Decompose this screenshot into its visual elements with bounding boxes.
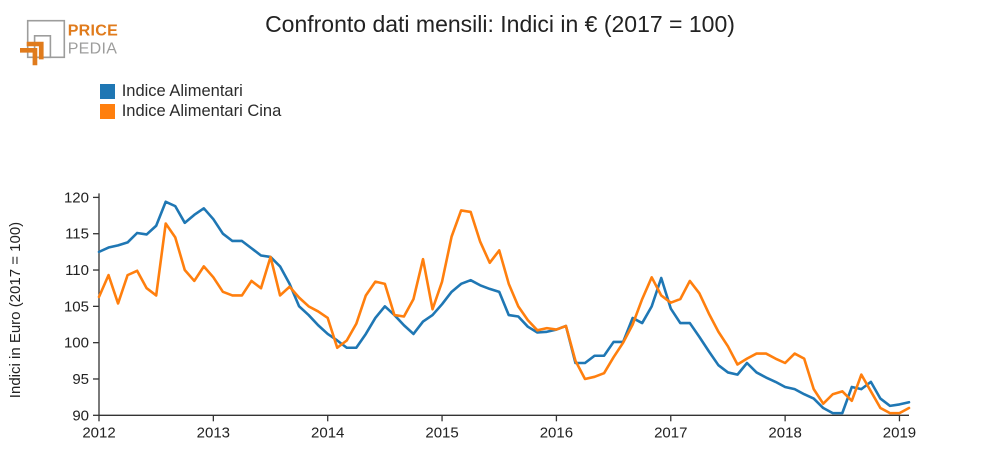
svg-text:Indici in Euro (2017 = 100): Indici in Euro (2017 = 100) [7,222,24,398]
svg-text:2016: 2016 [540,424,573,441]
svg-text:100: 100 [64,335,89,352]
svg-text:115: 115 [65,226,89,243]
svg-text:2012: 2012 [82,424,115,441]
svg-text:2017: 2017 [654,424,687,441]
svg-text:2018: 2018 [768,424,801,441]
svg-text:105: 105 [64,298,89,315]
svg-text:2013: 2013 [197,424,230,441]
svg-text:2014: 2014 [311,424,344,441]
svg-text:95: 95 [72,371,89,388]
svg-text:2019: 2019 [883,424,916,441]
svg-text:2015: 2015 [425,424,458,441]
svg-text:90: 90 [72,407,89,424]
svg-text:110: 110 [65,262,89,279]
svg-text:120: 120 [64,189,89,206]
